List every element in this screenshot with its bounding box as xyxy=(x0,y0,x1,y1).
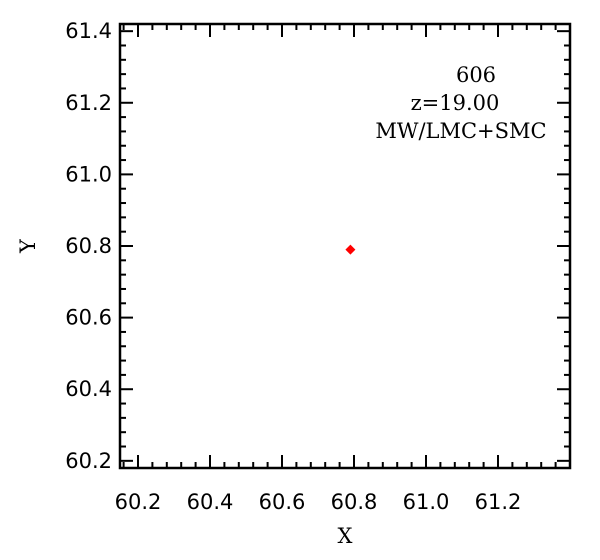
y-tick-label: 60.4 xyxy=(65,377,112,401)
data-points xyxy=(345,244,356,255)
data-point xyxy=(345,244,356,255)
x-tick-label: 60.2 xyxy=(115,490,162,514)
x-tick-label: 61.2 xyxy=(475,490,522,514)
y-tick-label: 61.2 xyxy=(65,91,112,115)
annotation-redshift: z=19.00 xyxy=(411,91,500,115)
y-tick-label: 61.4 xyxy=(65,19,112,43)
x-tick-label: 60.8 xyxy=(331,490,378,514)
y-axis-label: Y xyxy=(16,238,40,254)
plot-frame xyxy=(118,22,572,470)
y-tick-label: 60.2 xyxy=(65,449,112,473)
y-tick-label: 61.0 xyxy=(65,162,112,186)
annotation-model: MW/LMC+SMC xyxy=(375,119,546,143)
x-tick-label: 60.6 xyxy=(259,490,306,514)
y-tick-labels: 60.2 60.4 60.6 60.8 61.0 61.2 61.4 xyxy=(65,19,112,473)
x-tick-labels: 60.2 60.4 60.6 60.8 61.0 61.2 xyxy=(115,490,522,514)
y-tick-label: 60.8 xyxy=(65,234,112,258)
annotation-id: 606 xyxy=(456,63,496,87)
x-axis-label: X xyxy=(338,524,353,548)
y-tick-label: 60.6 xyxy=(65,306,112,330)
x-tick-label: 60.4 xyxy=(187,490,234,514)
x-tick-label: 61.0 xyxy=(403,490,450,514)
axis-ticks xyxy=(120,24,571,468)
